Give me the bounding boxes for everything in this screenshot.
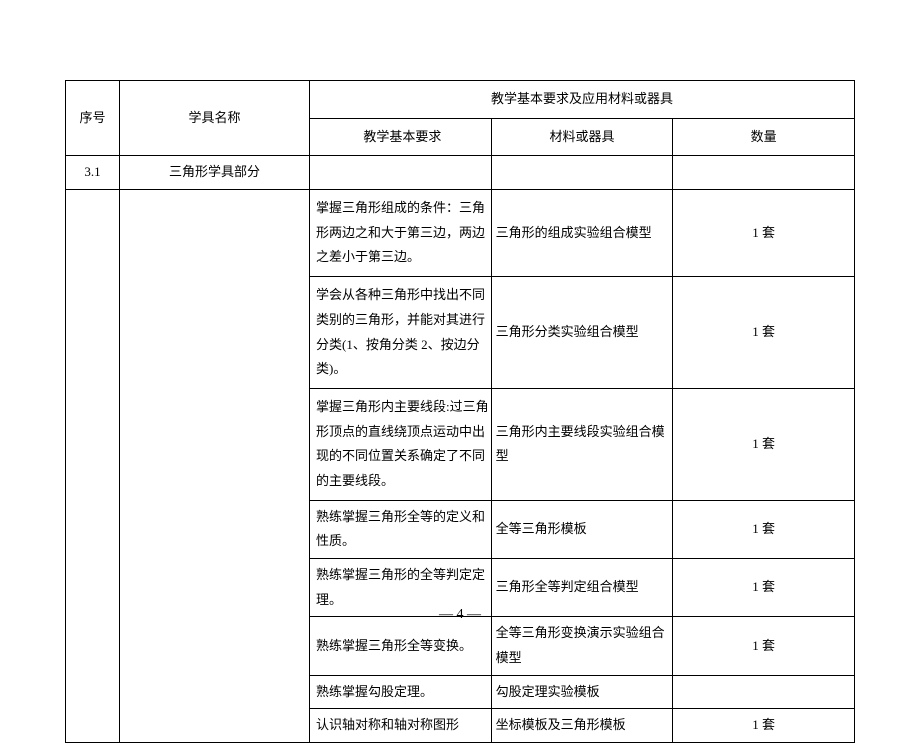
teaching-tools-table: 序号 学具名称 教学基本要求及应用材料或器具 教学基本要求 材料或器具 数量 3… — [65, 80, 855, 743]
header-mat: 材料或器具 — [491, 118, 673, 156]
cell-req: 掌握三角形内主要线段:过三角形顶点的直线绕顶点运动中出现的不同位置关系确定了不同… — [310, 388, 492, 500]
cell-qty: 1 套 — [673, 500, 855, 558]
cell-mat: 三角形分类实验组合模型 — [491, 277, 673, 389]
cell-qty: 1 套 — [673, 388, 855, 500]
cell-qty — [673, 675, 855, 709]
cell-mat: 坐标模板及三角形模板 — [491, 709, 673, 743]
header-qty: 数量 — [673, 118, 855, 156]
header-group: 教学基本要求及应用材料或器具 — [310, 81, 855, 119]
cell-req: 学会从各种三角形中找出不同类别的三角形，并能对其进行分类(1、按角分类 2、按边… — [310, 277, 492, 389]
section-name: 三角形学具部分 — [120, 156, 310, 190]
section-req-empty — [310, 156, 492, 190]
section-seq: 3.1 — [66, 156, 120, 190]
cell-qty: 1 套 — [673, 709, 855, 743]
cell-req: 掌握三角形组成的条件：三角形两边之和大于第三边，两边之差小于第三边。 — [310, 190, 492, 277]
cell-mat: 三角形内主要线段实验组合模型 — [491, 388, 673, 500]
section-mat-empty — [491, 156, 673, 190]
cell-req: 熟练掌握三角形全等变换。 — [310, 617, 492, 675]
cell-qty: 1 套 — [673, 277, 855, 389]
section-qty-empty — [673, 156, 855, 190]
cell-mat: 全等三角形变换演示实验组合模型 — [491, 617, 673, 675]
cell-name-empty — [120, 190, 310, 743]
header-req: 教学基本要求 — [310, 118, 492, 156]
cell-req: 熟练掌握三角形全等的定义和性质。 — [310, 500, 492, 558]
cell-seq-empty — [66, 190, 120, 743]
cell-qty: 1 套 — [673, 190, 855, 277]
header-seq: 序号 — [66, 81, 120, 156]
cell-mat: 三角形的组成实验组合模型 — [491, 190, 673, 277]
header-name: 学具名称 — [120, 81, 310, 156]
cell-req: 认识轴对称和轴对称图形 — [310, 709, 492, 743]
cell-mat: 勾股定理实验模板 — [491, 675, 673, 709]
cell-req: 熟练掌握勾股定理。 — [310, 675, 492, 709]
cell-mat: 全等三角形模板 — [491, 500, 673, 558]
page-number: — 4 — — [0, 607, 920, 623]
cell-qty: 1 套 — [673, 617, 855, 675]
